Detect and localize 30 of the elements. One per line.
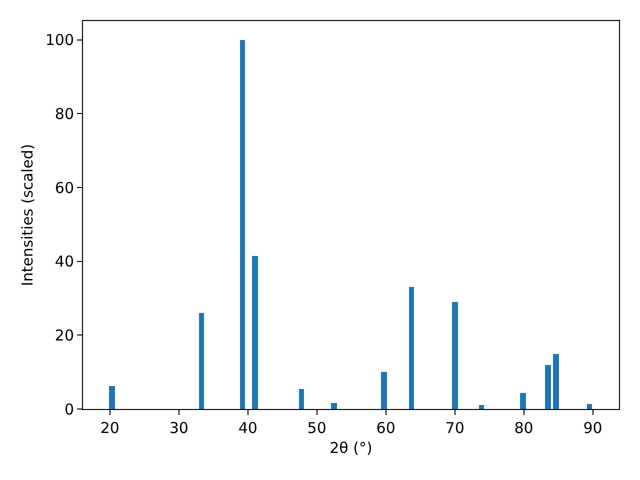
- x-tick-label: 30: [169, 419, 188, 437]
- y-axis-title: Intensities (scaled): [18, 144, 37, 286]
- x-axis-title: 2θ (°): [330, 439, 372, 457]
- bar: [520, 393, 526, 409]
- bar: [381, 372, 387, 409]
- x-tick-label: 80: [514, 419, 534, 437]
- bar: [199, 313, 204, 409]
- x-tick-label: 50: [307, 419, 326, 437]
- x-tick-label: 40: [238, 419, 258, 437]
- y-tick-label: 80: [54, 104, 74, 123]
- y-tick-label: 20: [54, 326, 74, 344]
- x-tick-label: 70: [445, 419, 464, 437]
- y-tick-label: 60: [54, 178, 74, 197]
- bar: [240, 40, 245, 409]
- x-tick-label: 20: [100, 419, 120, 437]
- bar: [299, 389, 304, 409]
- bar: [545, 365, 551, 409]
- bar: [109, 386, 115, 409]
- y-tick-label: 40: [54, 252, 74, 271]
- y-tick-label: 100: [45, 31, 74, 50]
- bar: [479, 405, 484, 409]
- bar: [252, 256, 258, 409]
- bar: [587, 404, 592, 409]
- bar: [409, 287, 414, 409]
- x-tick-label: 60: [376, 419, 396, 437]
- x-tick-label: 90: [583, 419, 602, 437]
- bar: [553, 354, 559, 409]
- bar: [331, 403, 337, 409]
- y-tick-label: 0: [64, 400, 74, 418]
- bar: [452, 302, 458, 409]
